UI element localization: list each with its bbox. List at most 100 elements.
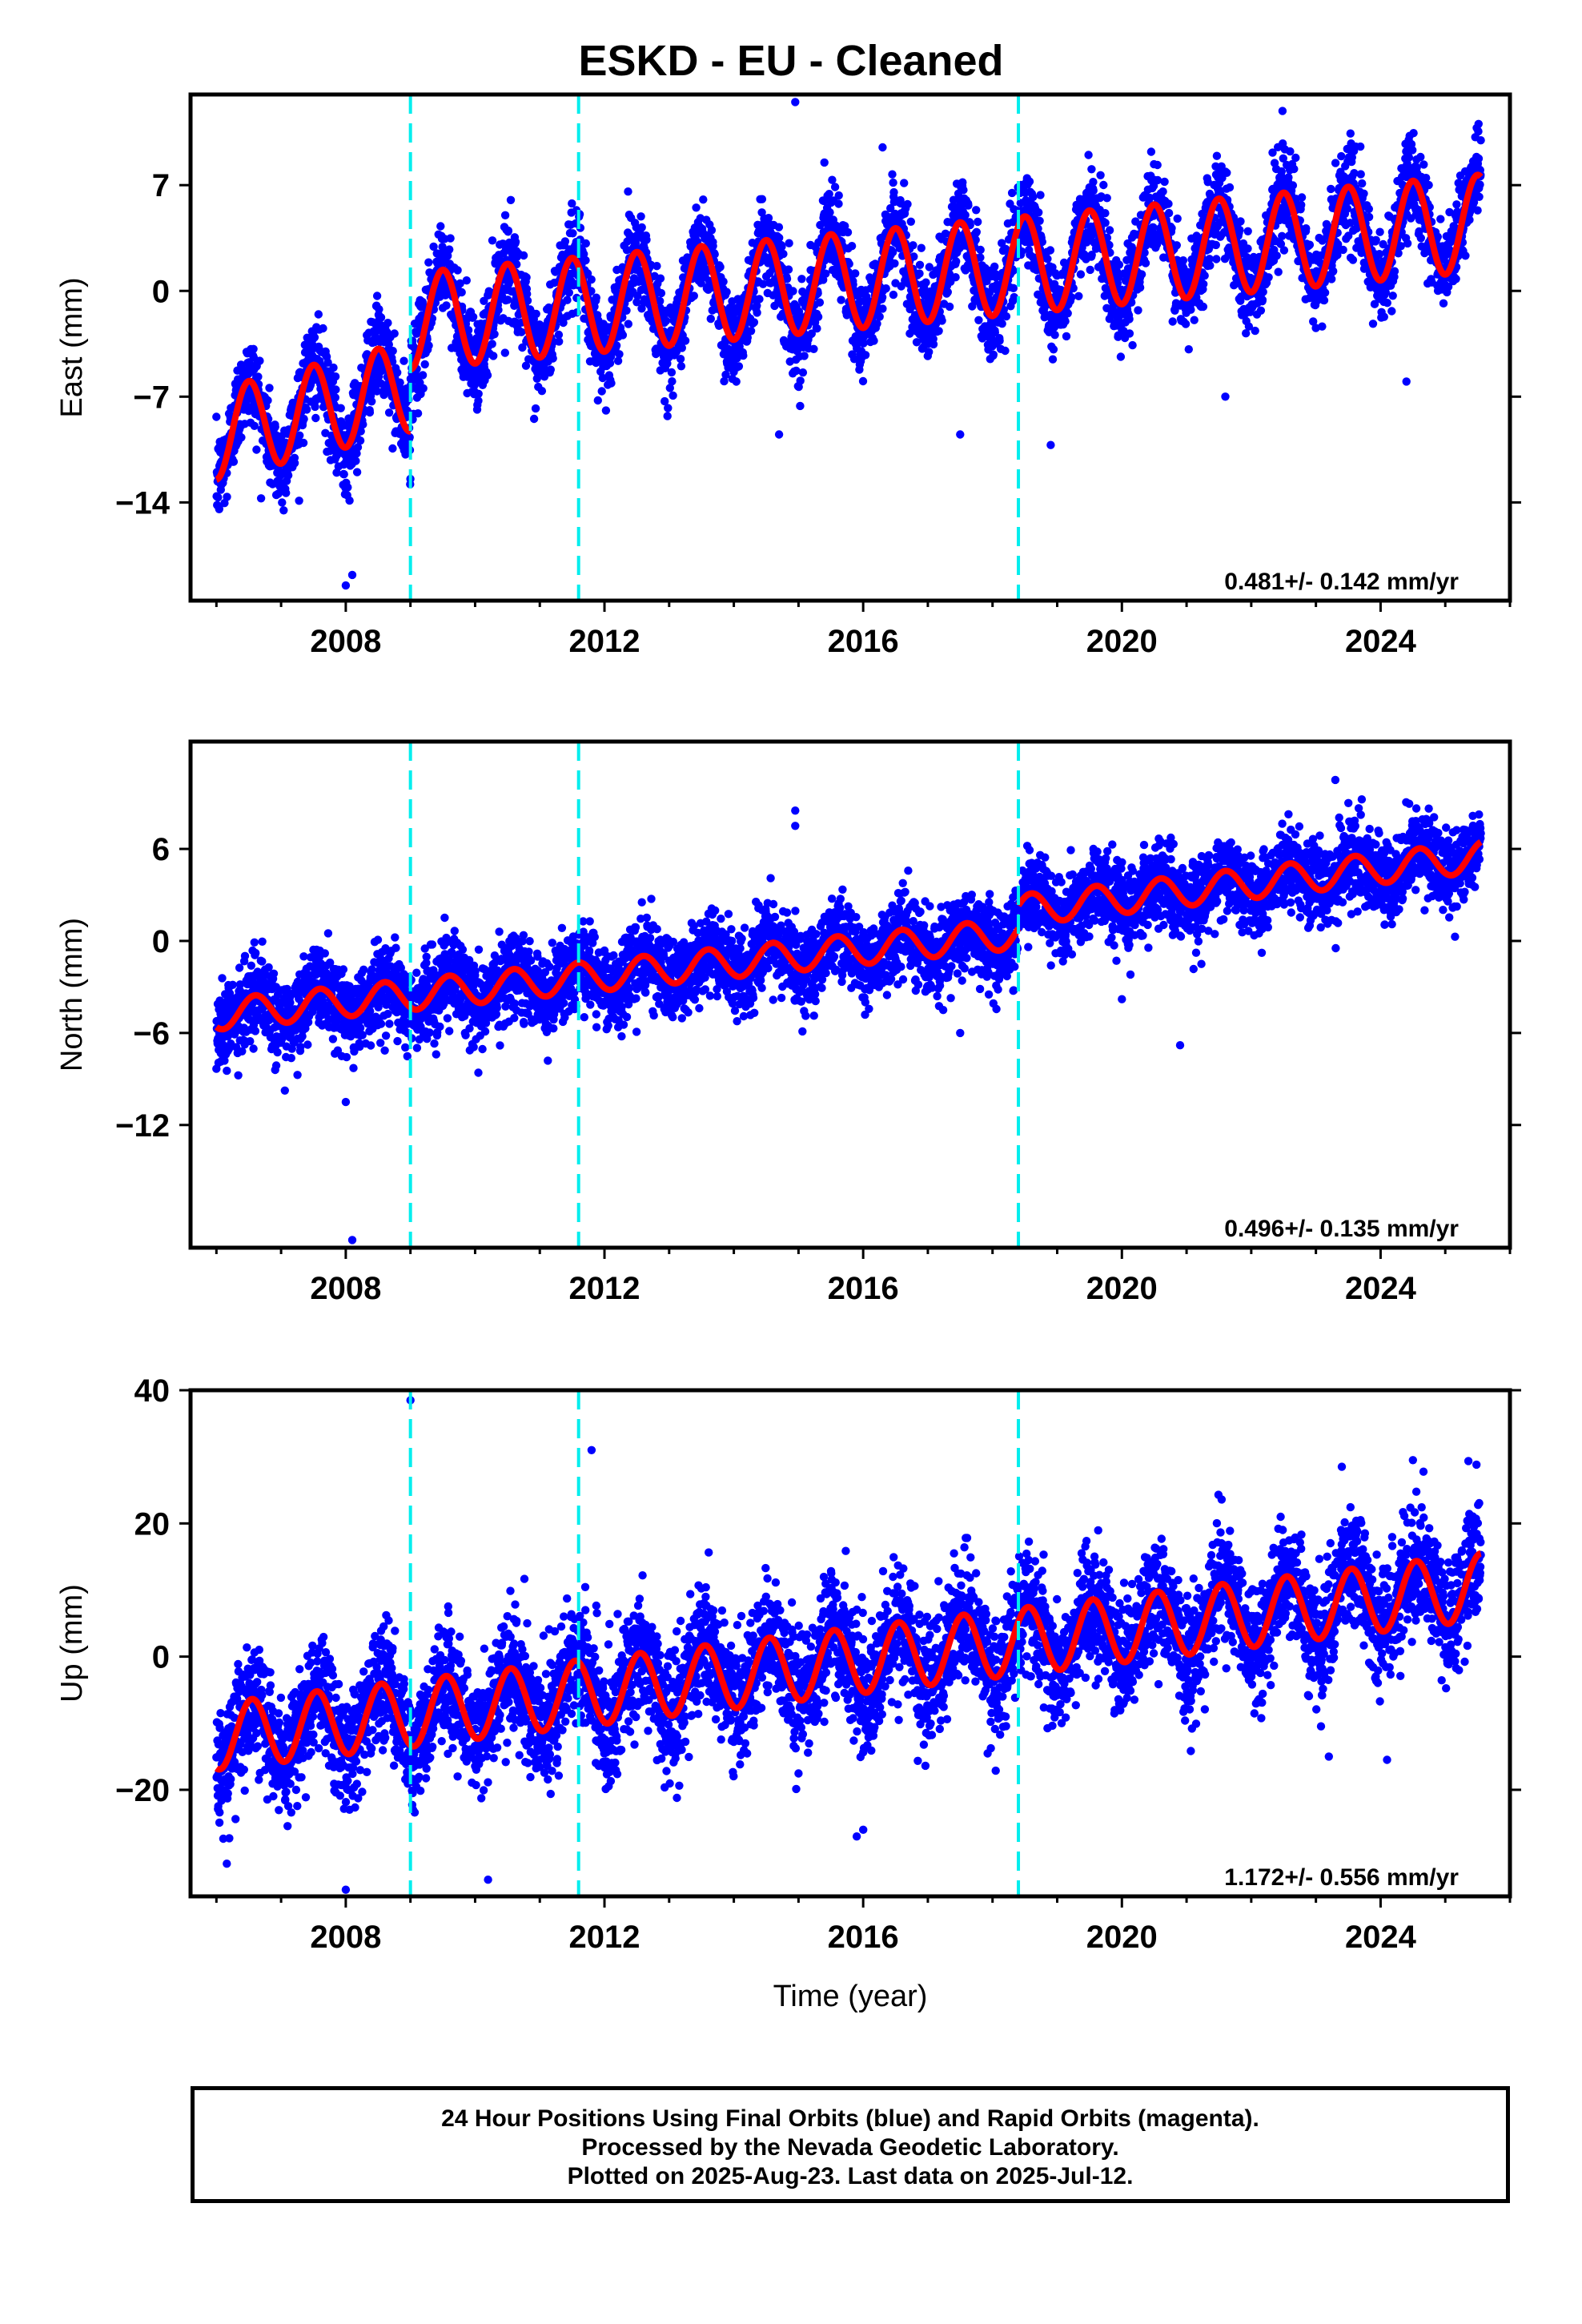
east-data-point <box>789 287 797 296</box>
east-data-point <box>1173 214 1182 223</box>
east-data-point <box>1184 345 1194 354</box>
east-data-point <box>1212 255 1221 263</box>
east-data-point <box>720 376 729 386</box>
east-data-point <box>774 223 784 231</box>
east-data-point <box>489 352 498 360</box>
east-data-point <box>256 494 266 503</box>
east-data-point <box>976 245 985 255</box>
east-data-point <box>665 384 674 392</box>
east-data-point <box>1101 209 1110 218</box>
east-data-point <box>677 344 686 352</box>
east-data-point <box>1243 227 1252 235</box>
east-data-point <box>1086 265 1094 275</box>
east-data-point <box>1199 279 1208 288</box>
east-data-point <box>1114 260 1124 269</box>
east-data-point <box>1206 261 1215 270</box>
east-data-point <box>336 404 345 412</box>
east-data-point <box>777 242 786 251</box>
east-data-point <box>568 199 576 208</box>
east-data-point <box>1212 151 1222 160</box>
east-data-point <box>813 324 821 333</box>
east-data-point <box>1102 194 1111 203</box>
east-data-point <box>1339 245 1347 255</box>
east-data-point <box>903 199 912 209</box>
east-data-point <box>1084 151 1093 159</box>
east-data-point <box>223 493 231 501</box>
east-data-point <box>945 302 954 312</box>
east-data-point <box>560 237 570 246</box>
east-data-point <box>938 316 946 325</box>
east-data-point <box>500 211 510 219</box>
east-data-point <box>958 178 967 187</box>
east-data-point <box>959 186 968 195</box>
east-data-point <box>1046 246 1055 255</box>
east-data-point <box>664 404 673 412</box>
east-data-point <box>669 391 677 400</box>
east-data-point <box>749 318 759 327</box>
east-data-point <box>656 274 665 283</box>
east-data-point <box>661 396 669 406</box>
east-data-point <box>388 444 397 453</box>
east-data-point <box>906 217 916 226</box>
east-data-point <box>372 292 382 300</box>
east-data-point <box>881 284 890 293</box>
east-data-point <box>1359 189 1368 198</box>
east-data-point <box>583 269 592 278</box>
east-data-point <box>1063 309 1072 318</box>
east-data-point <box>563 296 572 304</box>
east-data-point <box>798 368 808 377</box>
east-data-point <box>445 245 454 254</box>
east-data-point <box>1305 240 1315 249</box>
east-data-point <box>668 377 677 386</box>
east-data-point <box>859 339 868 348</box>
east-data-point <box>555 337 564 346</box>
east-data-point <box>1125 329 1134 338</box>
east-data-point <box>1346 129 1355 138</box>
east-data-point <box>743 333 752 342</box>
east-data-point <box>1158 187 1167 196</box>
east-data-point <box>299 438 308 448</box>
east-data-point <box>889 187 898 197</box>
east-data-point <box>345 496 354 505</box>
east-data-point <box>843 227 853 237</box>
east-data-point <box>637 223 646 232</box>
east-data-point <box>1279 246 1289 255</box>
east-data-point <box>352 468 362 476</box>
east-data-point <box>220 499 229 508</box>
east-data-point <box>436 222 445 231</box>
east-data-point <box>632 298 641 307</box>
east-data-point <box>792 366 801 376</box>
east-data-point <box>782 275 792 283</box>
east-data-point <box>878 304 887 313</box>
east-data-point <box>746 327 756 336</box>
east-data-point <box>607 379 616 388</box>
east-data-point <box>845 259 853 268</box>
east-data-point <box>311 402 319 412</box>
east-data-point <box>1278 231 1287 240</box>
page-title: ESKD - EU - Cleaned <box>578 37 1004 85</box>
east-data-point <box>888 247 897 257</box>
east-data-point <box>964 201 973 210</box>
east-data-point <box>517 328 526 336</box>
east-data-point <box>847 242 857 251</box>
east-data-point <box>1099 180 1108 190</box>
east-data-point <box>722 287 731 296</box>
east-data-point <box>900 179 909 187</box>
east-data-point <box>676 355 685 364</box>
east-data-point <box>1319 296 1329 305</box>
east-data-point <box>587 287 596 296</box>
east-data-point <box>1009 283 1018 292</box>
east-data-point <box>1164 199 1173 208</box>
east-data-point <box>483 371 492 380</box>
east-data-point <box>311 413 320 423</box>
east-data-point <box>1337 151 1346 161</box>
east-data-point <box>886 203 895 213</box>
east-data-point <box>568 229 577 238</box>
east-data-point <box>390 329 399 338</box>
east-data-point <box>1034 208 1043 217</box>
east-data-point <box>1225 183 1235 192</box>
east-data-point <box>952 257 961 266</box>
east-data-point <box>784 265 793 274</box>
east-data-point <box>699 195 708 204</box>
